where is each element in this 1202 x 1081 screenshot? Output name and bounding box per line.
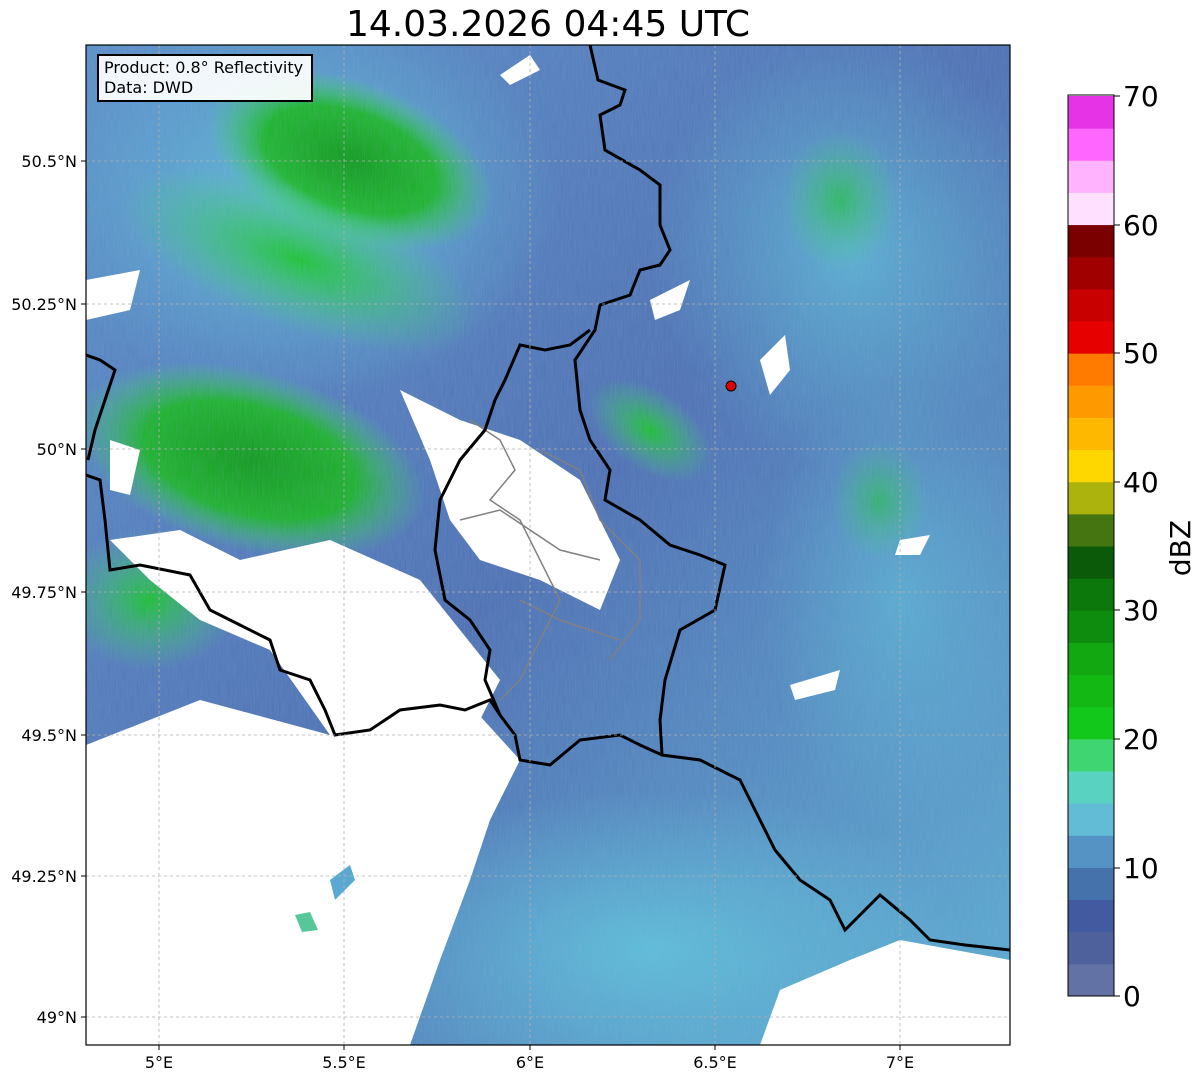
colorbar-segment: [1068, 449, 1114, 483]
colorbar-tick-label: 30: [1123, 594, 1159, 627]
colorbar-tick-label: 10: [1123, 852, 1159, 885]
colorbar-segment: [1068, 803, 1114, 836]
colorbar-segment: [1068, 321, 1114, 354]
colorbar-tick-label: 0: [1123, 980, 1141, 1013]
colorbar-segment: [1068, 835, 1114, 868]
colorbar-segment: [1068, 706, 1114, 740]
lon-tick-label: 6.5°E: [693, 1053, 737, 1072]
product-label: Product: 0.8° Reflectivity: [104, 58, 304, 77]
radar-map[interactable]: [40, 0, 1050, 1081]
colorbar-tick-label: 20: [1123, 723, 1159, 756]
colorbar-tick-label: 40: [1123, 466, 1159, 499]
radar-site-marker[interactable]: [725, 380, 737, 392]
lat-tick-label: 49.75°N: [11, 583, 77, 602]
colorbar: [1068, 96, 1114, 997]
lat-tick-label: 50°N: [37, 440, 77, 459]
colorbar-segment: [1068, 546, 1114, 579]
colorbar-segment: [1068, 288, 1114, 322]
colorbar-ticks: 70 60 50 40 30 20 10 0: [1114, 80, 1159, 1013]
colorbar-segment: [1068, 256, 1114, 290]
colorbar-segment: [1068, 513, 1114, 547]
colorbar-segment: [1068, 771, 1114, 804]
colorbar-tick-label: 50: [1123, 337, 1159, 370]
colorbar-segment: [1068, 963, 1114, 997]
lon-tick-label: 5°E: [145, 1053, 173, 1072]
colorbar-segment: [1068, 867, 1114, 901]
lon-tick-label: 7°E: [886, 1053, 914, 1072]
lat-tick-label: 49°N: [37, 1008, 77, 1027]
colorbar-segment: [1068, 642, 1114, 676]
colorbar-segment: [1068, 674, 1114, 708]
colorbar-segment: [1068, 353, 1114, 386]
colorbar-label: dBZ: [1164, 520, 1197, 576]
colorbar-segment: [1068, 610, 1114, 643]
colorbar-tick-label: 70: [1123, 80, 1159, 113]
lat-tick-label: 49.5°N: [21, 726, 77, 745]
colorbar-segment: [1068, 738, 1114, 772]
lat-tick-label: 49.25°N: [11, 867, 77, 886]
lon-tick-label: 6°E: [516, 1053, 544, 1072]
colorbar-frame: [1067, 94, 1115, 997]
colorbar-segment: [1068, 417, 1114, 451]
lat-tick-label: 50.25°N: [11, 295, 77, 314]
colorbar-segment: [1068, 192, 1114, 226]
map-frame: [85, 44, 1011, 1046]
colorbar-tick-label: 60: [1123, 209, 1159, 242]
data-source-label: Data: DWD: [104, 78, 194, 97]
lon-tick-label: 5.5°E: [322, 1053, 366, 1072]
grid-lines: [86, 45, 1010, 1045]
colorbar-segment: [1068, 481, 1114, 515]
colorbar-segment: [1068, 128, 1114, 161]
lon-ticks: 5°E 5.5°E 6°E 6.5°E 7°E: [145, 1045, 914, 1072]
lat-ticks: 50.5°N 50.25°N 50°N 49.75°N 49.5°N 49.25…: [11, 152, 86, 1027]
colorbar-segment: [1068, 385, 1114, 418]
lat-tick-label: 50.5°N: [21, 152, 77, 171]
colorbar-segment: [1068, 899, 1114, 933]
colorbar-segment: [1068, 931, 1114, 965]
colorbar-segment: [1068, 578, 1114, 611]
colorbar-segment: [1068, 96, 1114, 129]
info-box: Product: 0.8° Reflectivity Data: DWD: [97, 54, 313, 102]
colorbar-segment: [1068, 160, 1114, 193]
map-title: 14.03.2026 04:45 UTC: [345, 4, 751, 45]
colorbar-segment: [1068, 224, 1114, 258]
